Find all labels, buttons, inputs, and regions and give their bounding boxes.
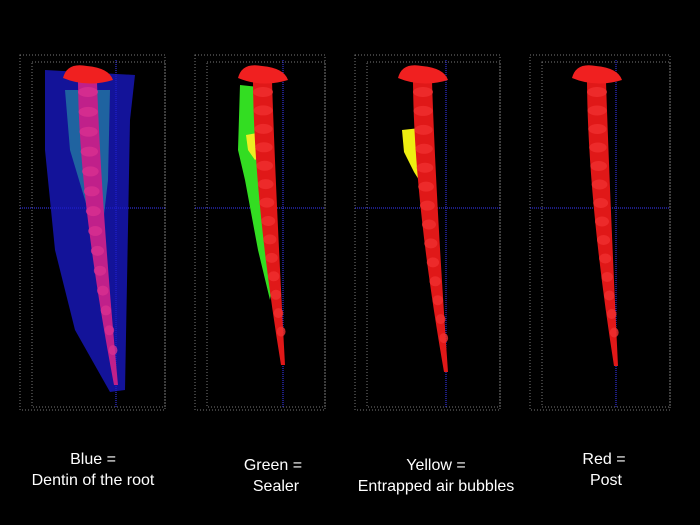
post-cap bbox=[63, 65, 113, 84]
post-thread bbox=[257, 179, 274, 190]
post-thread bbox=[599, 253, 612, 264]
post-thread bbox=[435, 314, 446, 325]
post-thread bbox=[253, 87, 273, 97]
post-thread bbox=[85, 206, 101, 217]
wireframe bbox=[19, 54, 166, 411]
caption-line: Green = bbox=[244, 457, 302, 474]
post-cap bbox=[238, 65, 288, 84]
post-thread bbox=[426, 257, 440, 268]
post-thread bbox=[422, 219, 436, 230]
post-thread bbox=[78, 106, 98, 117]
post-thread bbox=[432, 295, 444, 306]
post-thread bbox=[253, 105, 273, 116]
post-thread bbox=[80, 146, 99, 157]
post-thread bbox=[591, 179, 608, 190]
post-thread bbox=[419, 200, 435, 211]
post-thread bbox=[601, 272, 613, 282]
post-thread bbox=[263, 234, 277, 245]
post-thread bbox=[595, 216, 609, 227]
post-thread bbox=[82, 166, 99, 177]
post-thread bbox=[413, 87, 433, 97]
post-thread bbox=[596, 235, 611, 245]
wireframe bbox=[541, 61, 671, 408]
post-thread bbox=[104, 325, 115, 336]
post-thread bbox=[416, 162, 434, 173]
post-thread bbox=[79, 126, 98, 137]
wireframe bbox=[529, 54, 671, 411]
post-thread bbox=[255, 142, 273, 153]
wireframe bbox=[366, 61, 501, 408]
wireframe bbox=[31, 61, 166, 408]
caption-line: Post bbox=[590, 472, 623, 489]
post-thread bbox=[256, 160, 274, 171]
post-thread bbox=[88, 226, 103, 236]
post-thread bbox=[414, 124, 433, 135]
post-thread bbox=[108, 345, 118, 356]
post-thread bbox=[259, 197, 275, 208]
renderings bbox=[19, 54, 671, 411]
post-thread bbox=[265, 252, 278, 263]
post-thread bbox=[276, 326, 286, 337]
post-thread bbox=[270, 289, 282, 300]
post-thread bbox=[415, 143, 433, 154]
caption-line: Yellow = bbox=[406, 457, 465, 474]
post-thread bbox=[604, 290, 615, 301]
post-thread bbox=[268, 271, 280, 282]
post-thread bbox=[589, 142, 607, 153]
post-thread bbox=[273, 308, 284, 319]
post-thread bbox=[254, 123, 273, 134]
wireframe bbox=[354, 54, 501, 411]
post-thread bbox=[606, 309, 617, 319]
caption-line: Entrapped air bubbles bbox=[358, 478, 515, 495]
caption-line: Sealer bbox=[253, 478, 300, 495]
post-thread bbox=[424, 238, 438, 249]
post-thread bbox=[418, 181, 434, 192]
post-thread bbox=[83, 186, 100, 197]
post-thread bbox=[97, 285, 109, 296]
post-cap bbox=[398, 65, 448, 84]
post-thread bbox=[439, 333, 449, 344]
wireframe bbox=[206, 61, 326, 408]
post-thread bbox=[90, 245, 105, 256]
post-thread bbox=[590, 161, 607, 171]
caption-line: Blue = bbox=[70, 451, 116, 468]
wireframe bbox=[194, 54, 326, 411]
post-thread bbox=[93, 265, 107, 276]
post-thread bbox=[609, 327, 619, 338]
post-thread bbox=[413, 105, 433, 116]
post-cap bbox=[572, 65, 622, 84]
post-thread bbox=[261, 216, 276, 226]
post-thread bbox=[588, 124, 607, 134]
post-thread bbox=[593, 198, 609, 208]
post-thread bbox=[100, 305, 112, 316]
post-thread bbox=[78, 87, 98, 97]
caption-line: Dentin of the root bbox=[32, 472, 155, 489]
post-thread bbox=[587, 105, 607, 116]
post-thread bbox=[429, 276, 441, 287]
caption-line: Red = bbox=[582, 451, 625, 468]
post-thread bbox=[587, 87, 607, 97]
